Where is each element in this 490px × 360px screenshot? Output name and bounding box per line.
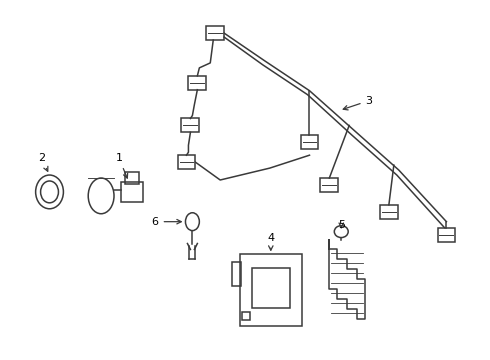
Bar xyxy=(232,262,241,286)
Text: 2: 2 xyxy=(38,153,48,171)
Bar xyxy=(252,268,290,308)
Text: 1: 1 xyxy=(116,153,127,178)
Bar xyxy=(189,76,206,90)
Bar xyxy=(380,205,398,219)
Bar xyxy=(177,155,196,169)
Text: 4: 4 xyxy=(267,233,274,250)
Bar xyxy=(181,118,199,132)
Bar xyxy=(438,228,455,242)
Bar xyxy=(121,182,143,202)
Bar xyxy=(206,26,224,40)
Bar xyxy=(125,172,139,184)
Text: 6: 6 xyxy=(152,217,181,227)
Text: 3: 3 xyxy=(343,96,372,110)
Text: 5: 5 xyxy=(338,220,345,230)
Bar xyxy=(300,135,318,149)
Bar xyxy=(240,255,301,326)
Bar xyxy=(242,312,250,320)
Bar xyxy=(320,178,338,192)
